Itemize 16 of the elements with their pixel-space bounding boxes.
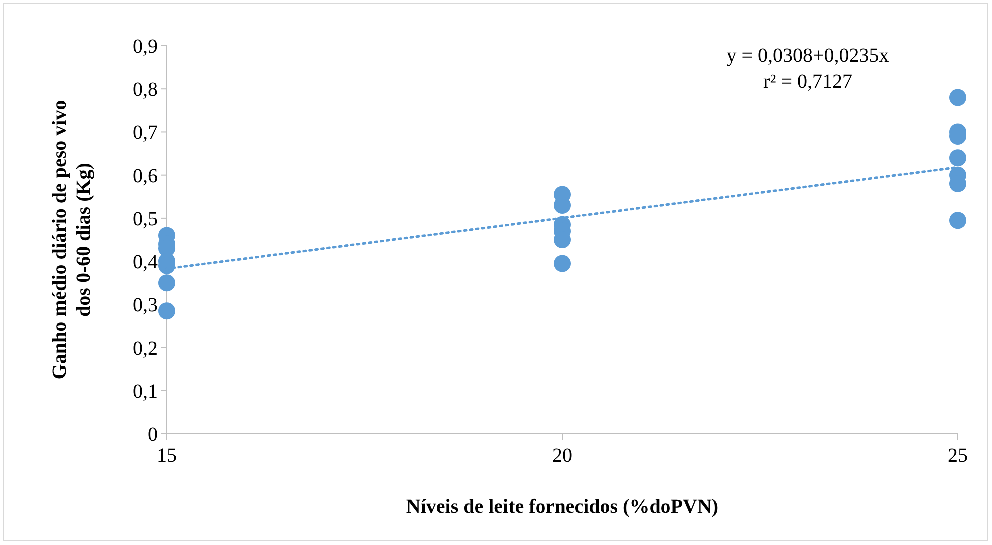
x-tick-label: 15 — [157, 445, 177, 467]
x-tick-label: 20 — [552, 445, 572, 467]
y-tick-label: 0 — [148, 424, 158, 446]
annotation: y = 0,0308+0,0235x r² = 0,7127 — [726, 45, 890, 93]
x-tick-label: 25 — [948, 445, 968, 467]
x-axis-title: Níveis de leite fornecidos (%doPVN) — [406, 496, 719, 518]
y-tick-label: 0,8 — [133, 79, 158, 102]
y-tick-label: 0,4 — [133, 252, 158, 274]
y-tick-label: 0,9 — [133, 36, 158, 58]
y-axis-title: Ganho médio diário de peso vivo dos 0-60 dias (Kg) — [49, 100, 95, 380]
y-tick-label: 0,2 — [133, 338, 158, 360]
y-tick-label: 0,6 — [133, 165, 158, 188]
y-tick-label: 0,5 — [133, 208, 158, 230]
y-tick-label: 0,7 — [133, 122, 158, 144]
y-tick-label: 0,3 — [133, 294, 158, 317]
y-tick-label: 0,1 — [133, 380, 158, 403]
